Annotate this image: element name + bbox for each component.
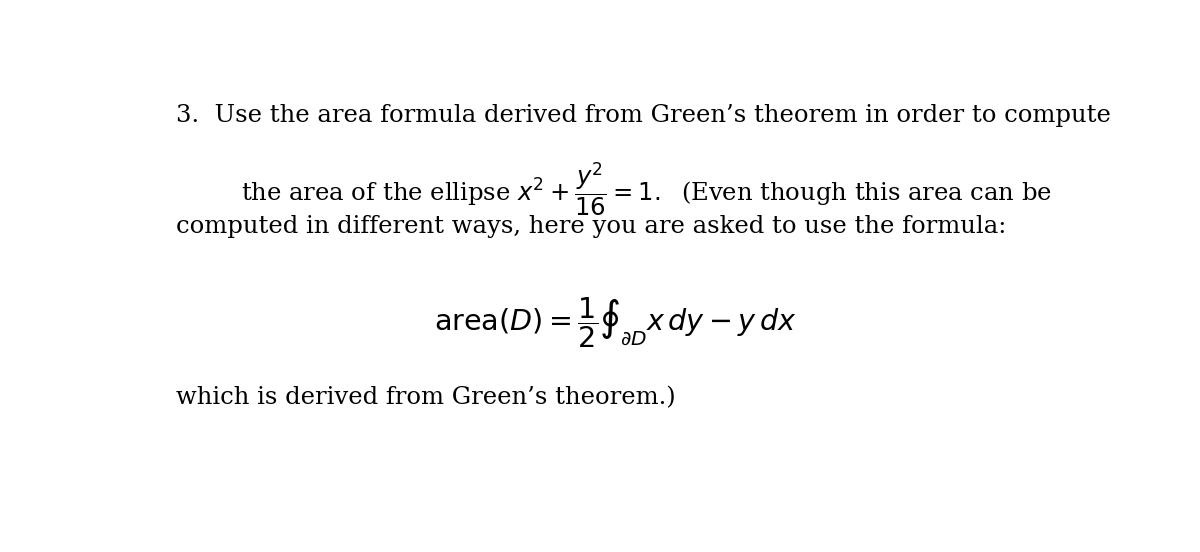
Text: computed in different ways, here you are asked to use the formula:: computed in different ways, here you are… <box>176 215 1007 238</box>
Text: the area of the ellipse $x^2 + \dfrac{y^2}{16} = 1.$  (Even though this area can: the area of the ellipse $x^2 + \dfrac{y^… <box>241 160 1052 217</box>
Text: which is derived from Green’s theorem.): which is derived from Green’s theorem.) <box>176 386 676 409</box>
Text: 3.  Use the area formula derived from Green’s theorem in order to compute: 3. Use the area formula derived from Gre… <box>176 104 1111 128</box>
Text: $\mathrm{area}(D) = \dfrac{1}{2} \oint_{\partial D} x\, dy - y\, dx$: $\mathrm{area}(D) = \dfrac{1}{2} \oint_{… <box>433 295 797 350</box>
